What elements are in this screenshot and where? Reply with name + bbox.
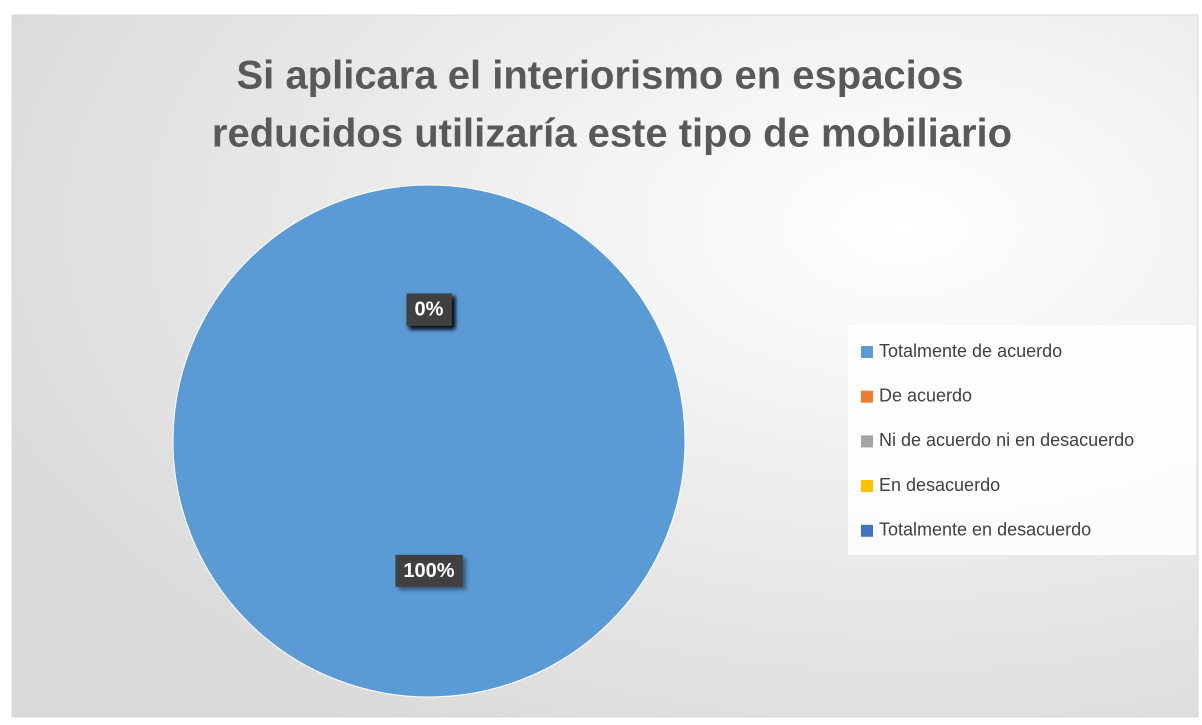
legend-box [848, 325, 1196, 555]
pie-slice [172, 184, 686, 698]
data-label-box [406, 293, 452, 326]
legend-swatch [861, 480, 873, 493]
legend-swatch [861, 390, 873, 403]
legend-label: Totalmente en desacuerdo [879, 520, 1091, 540]
legend-swatch [861, 435, 873, 448]
legend-label: Ni de acuerdo ni en desacuerdo [879, 430, 1134, 450]
legend-swatch [861, 524, 873, 537]
data-label: 100% [403, 560, 454, 582]
data-label: 0% [415, 299, 444, 321]
legend-label: Totalmente de acuerdo [879, 341, 1062, 361]
chart-title: reducidos utilizaría este tipo de mobili… [212, 112, 1012, 156]
chart-title: Si aplicara el interiorismo en espacios [237, 54, 964, 98]
legend-swatch [861, 346, 873, 358]
legend-label: De acuerdo [879, 385, 972, 405]
data-label-box [395, 554, 463, 587]
legend-label: En desacuerdo [879, 475, 1000, 495]
